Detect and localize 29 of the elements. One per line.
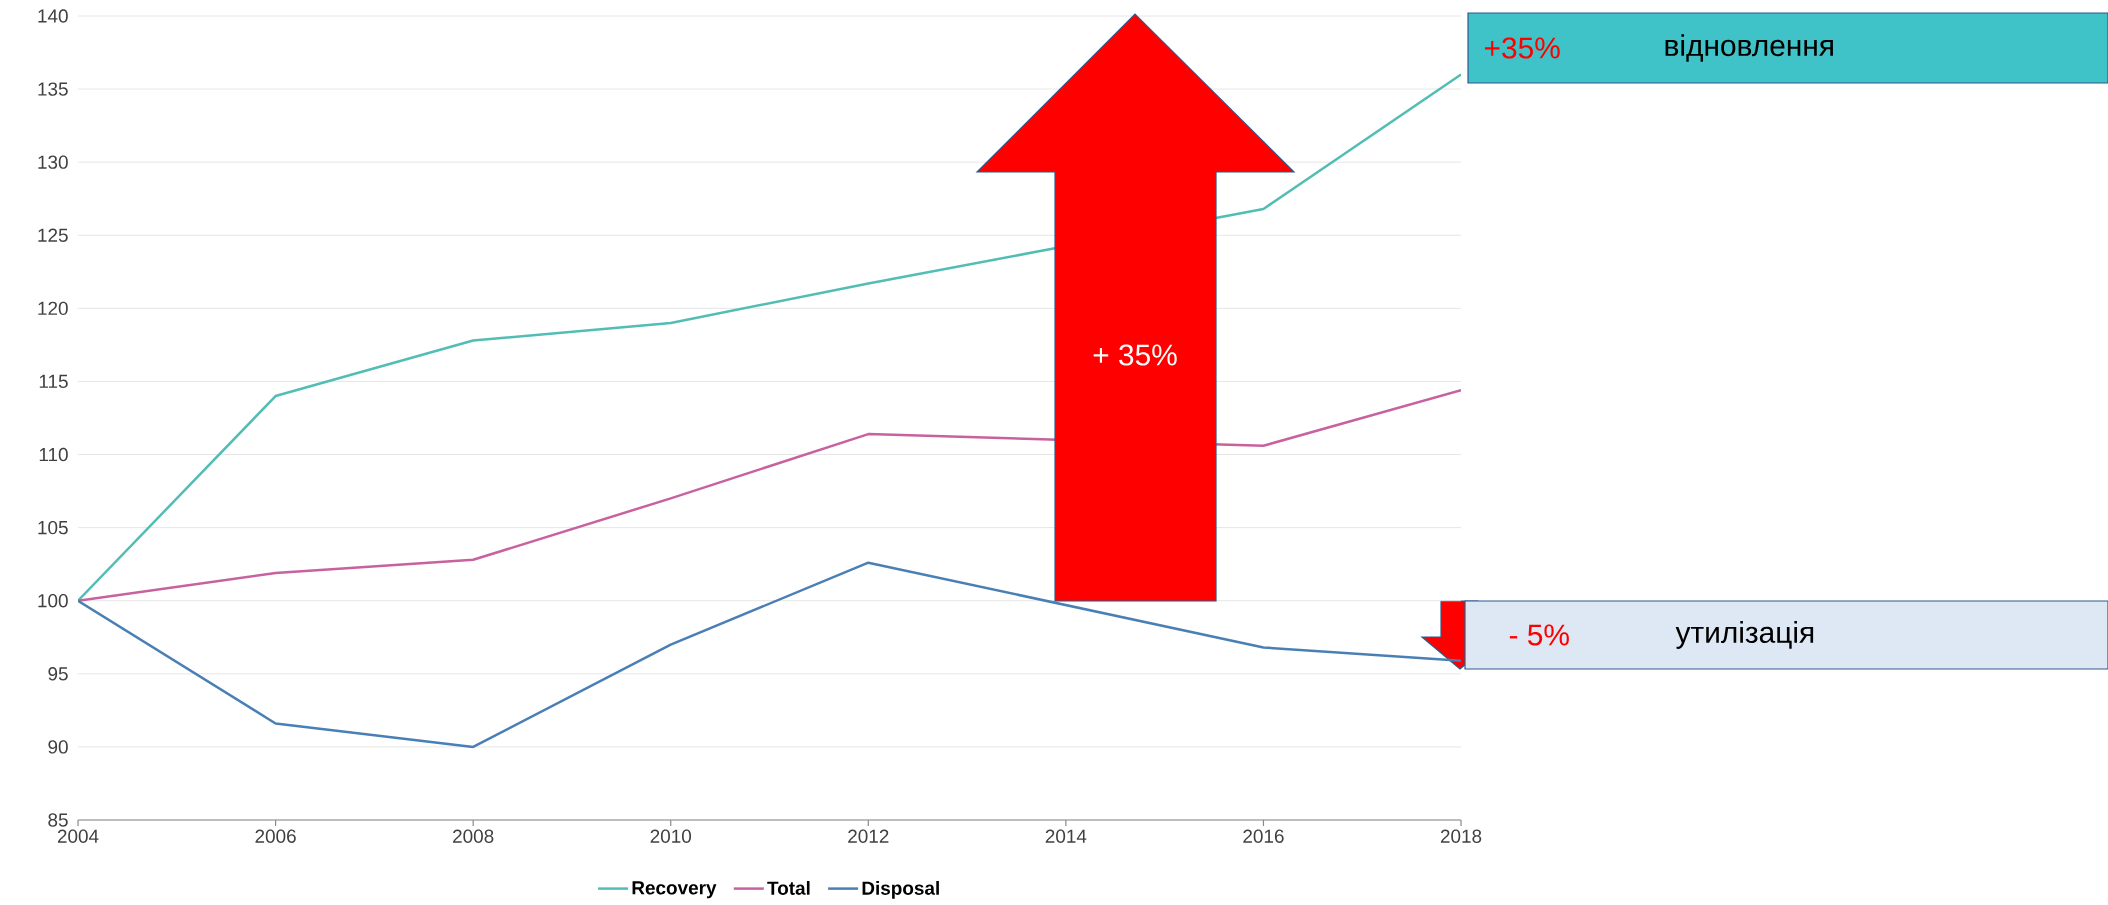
x-tick-label: 2012 [848,829,889,843]
y-tick-label: 135 [38,82,68,96]
y-tick-label: 140 [38,9,68,23]
line-series [78,561,1462,749]
y-tick-label: 90 [48,740,68,754]
x-tick-label: 2004 [57,829,99,843]
y-tick-label: 120 [38,301,68,316]
x-tick-label: 2006 [255,829,296,843]
x-tick-label: 2014 [1045,829,1087,843]
legend-label: Total [767,880,810,895]
x-tick-label: 2008 [453,829,494,843]
text: відновлення [1665,34,1833,62]
y-tick-label: 115 [39,374,68,389]
x-tick-label: 2010 [650,829,692,843]
legend-label: Recovery [632,881,717,899]
y-tick-label: 125 [38,228,68,242]
x-tick-label: 2016 [1243,829,1284,843]
y-tick-label: 130 [38,155,68,169]
x-tick-label: 2018 [1440,829,1482,843]
y-tick-label: 100 [38,594,68,608]
text: утилізація [1675,621,1814,649]
annotation: + 35% [1093,344,1177,366]
y-tick-label: 110 [39,447,68,462]
y-tick-label: 105 [38,520,68,535]
y-tick-label: 85 [48,813,68,827]
legend-label: Disposal [862,880,939,899]
text: +35% [1484,37,1560,59]
text: - 5% [1509,624,1569,646]
y-tick-label: 95 [48,667,68,681]
